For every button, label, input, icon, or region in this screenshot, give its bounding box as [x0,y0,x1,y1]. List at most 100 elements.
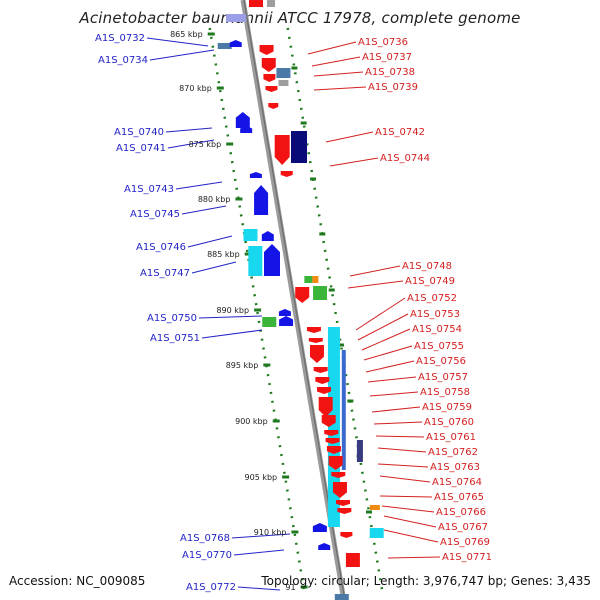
forward-gene-arrow [336,500,350,506]
feature-box [312,276,319,283]
forward-gene-label: A1S_0757 [418,372,468,383]
forward-gene-arrow [274,135,290,165]
forward-gene-arrow [261,58,276,72]
forward-gene-leader [377,463,429,468]
reverse-gene-label: A1S_0770 [182,550,232,561]
kbp-tick-mark [291,530,299,534]
feature-box [267,0,275,7]
feature-box [243,229,258,241]
forward-gene-label: A1S_0763 [430,462,480,473]
kbp-tick-label: 880 kbp [198,195,231,204]
forward-gene-leader [377,447,427,453]
forward-gene-arrow [263,74,276,82]
forward-gene-label: A1S_0749 [405,276,455,287]
forward-ring-tick [319,232,326,236]
forward-gene-leader [357,313,409,341]
feature-box [226,14,247,22]
kbp-tick-label: 900 kbp [235,417,268,426]
forward-gene-arrow [259,45,274,55]
forward-gene-arrow [280,171,293,177]
forward-gene-label: A1S_0744 [380,153,430,164]
feature-box [313,286,328,300]
feature-box [217,43,232,49]
reverse-gene-arrow [261,231,274,241]
forward-gene-box [249,0,263,7]
reverse-gene-label: A1S_0768 [180,533,230,544]
reverse-gene-arrow [254,185,269,215]
kbp-tick-mark [226,142,234,146]
forward-ring-tick [347,399,354,403]
forward-gene-label: A1S_0764 [432,477,482,488]
kbp-tick-mark [272,419,280,423]
reverse-gene-arrow [235,112,250,128]
forward-gene-arrow [309,345,324,363]
reverse-gene-leader [146,37,209,47]
forward-gene-arrow [308,338,323,343]
forward-gene-leader [379,475,431,483]
reverse-gene-leader [165,127,213,133]
forward-gene-label: A1S_0765 [434,492,484,503]
kbp-tick-mark [254,308,262,312]
reverse-gene-leader [198,315,263,319]
kbp-tick-mark [244,252,252,256]
reverse-gene-label: A1S_0741 [116,143,166,154]
kbp-tick-mark [300,585,308,589]
kbp-tick-mark [216,86,224,90]
reverse-gene-label: A1S_0747 [140,268,190,279]
reverse-gene-arrow [249,172,262,178]
feature-box [356,440,363,462]
forward-gene-label: A1S_0736 [358,37,408,48]
kbp-tick-label: 885 kbp [207,250,240,259]
reverse-gene-arrow [278,309,291,316]
forward-gene-label: A1S_0760 [424,417,474,428]
kbp-tick-label: 91 [285,583,295,592]
forward-gene-label: A1S_0742 [375,127,425,138]
forward-gene-arrow [326,446,341,454]
forward-gene-arrow [337,508,352,514]
reverse-gene-leader [167,139,215,149]
reverse-gene-leader [191,261,237,274]
forward-gene-leader [363,345,413,361]
reverse-gene-label: A1S_0732 [95,33,145,44]
forward-gene-leader [313,86,367,91]
kbp-tick-label: 895 kbp [226,361,259,370]
forward-gene-arrow [268,103,279,109]
reverse-gene-leader [187,235,233,248]
reverse-gene-label: A1S_0734 [98,55,148,66]
reverse-gene-label: A1S_0746 [136,242,186,253]
forward-gene-leader [349,265,401,277]
forward-ring-tick [328,288,335,292]
forward-gene-arrow [313,367,328,373]
forward-gene-leader [313,71,364,77]
forward-gene-label: A1S_0754 [412,324,462,335]
forward-gene-arrow [295,287,310,303]
forward-gene-leader [311,56,361,67]
forward-ring-tick [300,121,307,125]
forward-gene-box [345,553,360,567]
forward-gene-arrow [318,397,333,417]
kbp-tick-mark [263,363,271,367]
reverse-gene-label: A1S_0740 [114,127,164,138]
forward-gene-label: A1S_0748 [402,261,452,272]
reverse-gene-leader [233,549,285,556]
forward-gene-arrow [317,387,332,394]
kbp-tick-label: 910 kbp [254,528,287,537]
kbp-tick-label: 865 kbp [170,30,203,39]
forward-gene-leader [307,41,357,55]
forward-gene-label: A1S_0753 [410,309,460,320]
forward-gene-leader [373,421,423,425]
forward-gene-leader [379,495,433,498]
kbp-tick-label: 875 kbp [189,140,222,149]
forward-gene-arrow [331,472,346,478]
forward-gene-label: A1S_0761 [426,432,476,443]
forward-gene-leader [367,376,417,383]
forward-gene-leader [365,360,415,373]
reverse-gene-label: A1S_0745 [130,209,180,220]
reverse-gene-leader [201,329,263,339]
forward-gene-arrow [265,86,278,92]
forward-gene-leader [371,406,421,413]
reverse-gene-arrow [318,543,331,550]
forward-gene-leader [381,505,435,513]
forward-ring-tick [291,66,298,70]
